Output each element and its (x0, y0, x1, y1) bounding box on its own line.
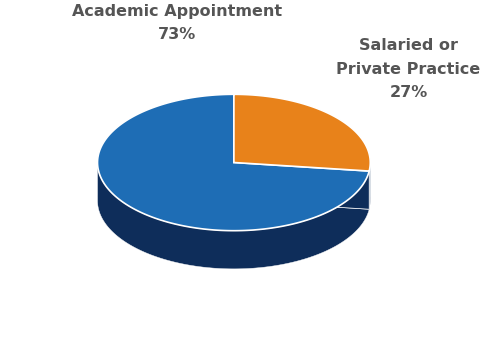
Polygon shape (234, 163, 369, 209)
Polygon shape (234, 163, 369, 209)
Polygon shape (369, 163, 370, 209)
Text: Academic Appointment: Academic Appointment (72, 4, 282, 19)
Text: Private Practice: Private Practice (336, 62, 481, 77)
Text: 73%: 73% (158, 27, 196, 42)
Text: Salaried or: Salaried or (359, 38, 458, 53)
Ellipse shape (98, 133, 370, 269)
Polygon shape (234, 94, 370, 171)
Text: 27%: 27% (389, 85, 427, 100)
Polygon shape (98, 163, 369, 269)
Polygon shape (98, 94, 369, 231)
